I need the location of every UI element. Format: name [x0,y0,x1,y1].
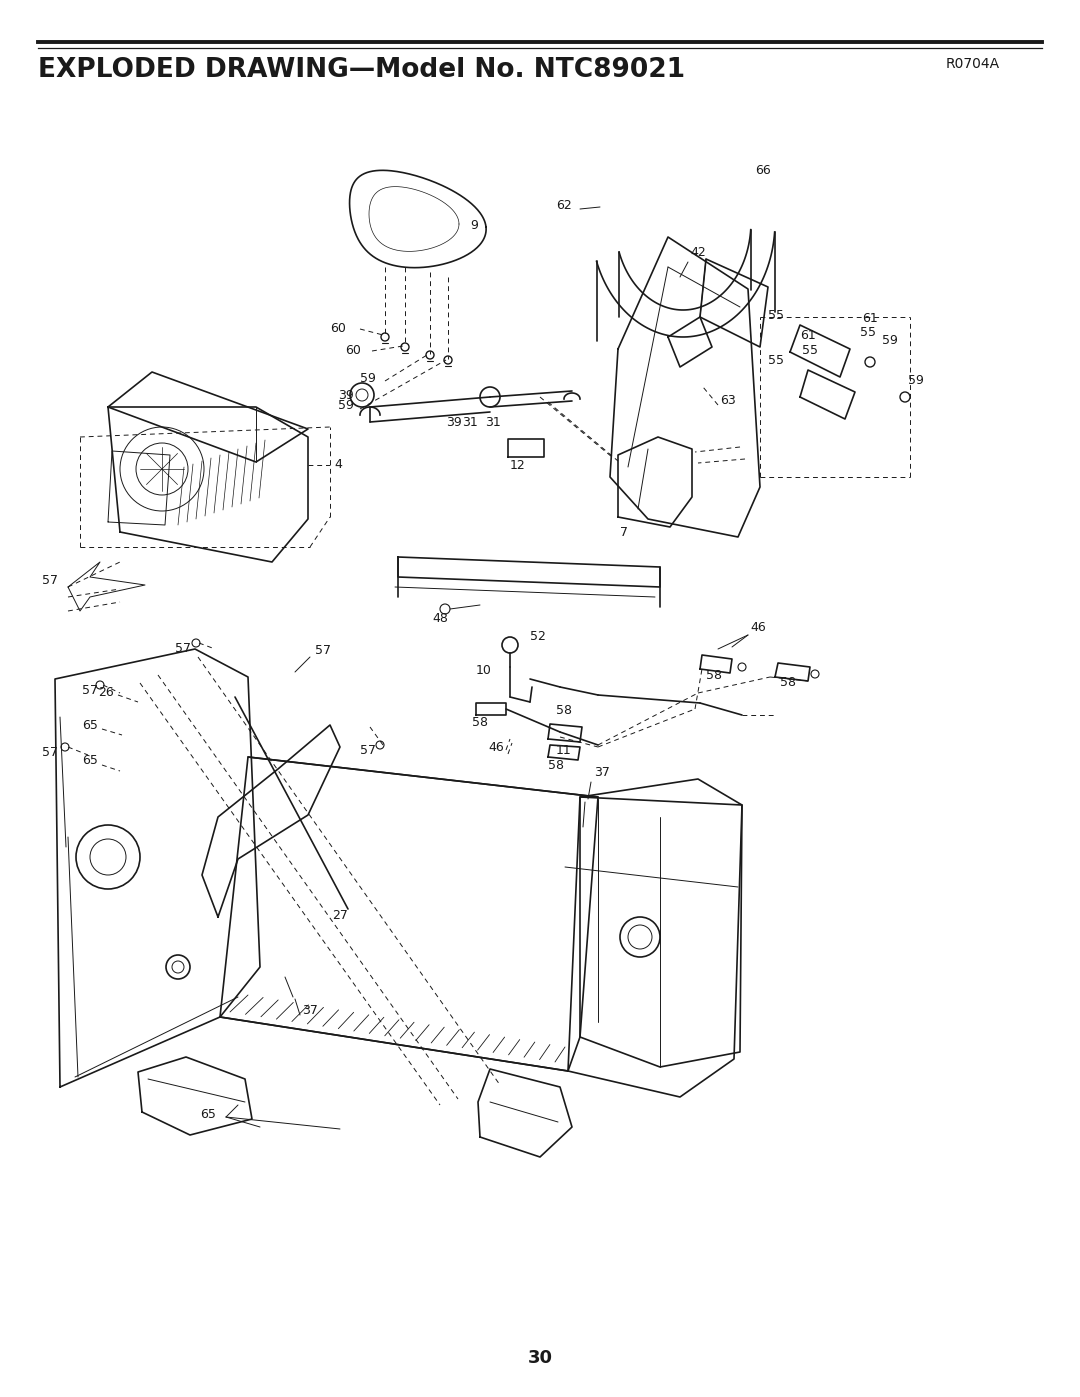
Text: 59: 59 [882,334,897,346]
Text: 57: 57 [315,644,330,657]
Text: 61: 61 [800,330,815,342]
Text: 66: 66 [755,163,771,177]
Text: 37: 37 [594,766,610,780]
Text: 31: 31 [462,416,477,429]
Text: 55: 55 [860,326,876,339]
Text: 57: 57 [42,746,58,759]
Text: 26: 26 [98,686,113,698]
Text: 46: 46 [488,740,503,754]
Text: 58: 58 [472,717,488,729]
Text: 60: 60 [330,321,346,335]
Text: 57: 57 [175,643,191,655]
Text: 65: 65 [82,719,98,732]
Text: R0704A: R0704A [946,57,1000,71]
Text: 58: 58 [706,669,723,682]
Text: 42: 42 [690,246,705,258]
Text: 59: 59 [338,400,354,412]
Text: 62: 62 [556,198,571,212]
Text: 58: 58 [780,676,796,689]
Text: 61: 61 [862,312,878,326]
Text: 48: 48 [432,612,448,624]
Text: 31: 31 [485,416,501,429]
Text: 4: 4 [334,458,342,471]
Text: 57: 57 [42,574,58,587]
Text: 39: 39 [446,416,462,429]
Text: 57: 57 [360,745,376,757]
Text: 55: 55 [768,353,784,367]
Text: 59: 59 [908,374,923,387]
Text: EXPLODED DRAWING—Model No. NTC89021: EXPLODED DRAWING—Model No. NTC89021 [38,57,685,82]
Text: 52: 52 [530,630,545,643]
Text: 55: 55 [768,309,784,321]
Text: 37: 37 [302,1004,318,1017]
Text: 27: 27 [332,909,348,922]
Text: 55: 55 [802,344,818,358]
Text: 63: 63 [720,394,735,407]
Text: 60: 60 [345,344,361,358]
Text: 9: 9 [470,219,477,232]
Text: 58: 58 [556,704,572,717]
Text: 7: 7 [620,527,627,539]
Text: 46: 46 [750,622,766,634]
Text: 10: 10 [476,664,491,678]
Text: 58: 58 [548,759,564,773]
Text: 11: 11 [556,745,571,757]
Text: 30: 30 [527,1350,553,1368]
Text: 39: 39 [338,388,354,402]
Text: 65: 65 [200,1108,216,1120]
Text: 59: 59 [360,372,376,386]
Text: 57: 57 [82,685,98,697]
Text: 65: 65 [82,754,98,767]
Text: 12: 12 [510,460,526,472]
